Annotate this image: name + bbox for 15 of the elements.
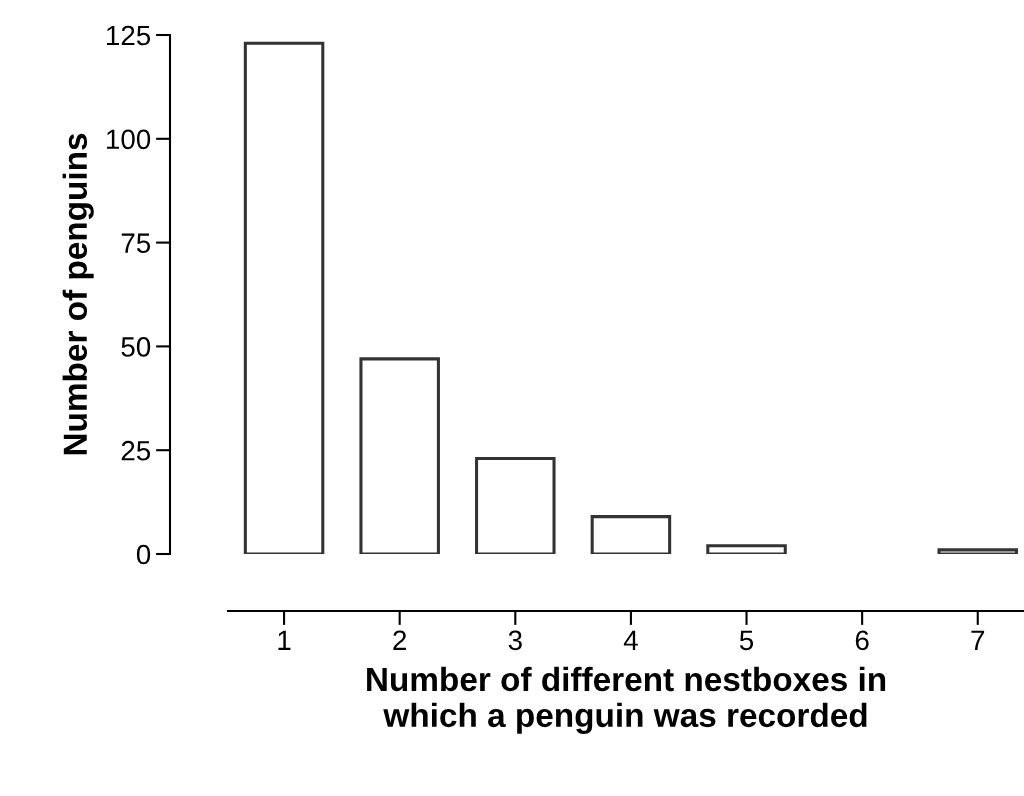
- y-tick-label: 50: [121, 337, 151, 357]
- y-tick-label: 0: [136, 544, 151, 565]
- y-tick-label: 75: [121, 233, 151, 253]
- x-tick-label: 2: [393, 630, 407, 650]
- x-tick-label: 1: [278, 630, 291, 650]
- x-axis-title: Number of different nestboxes in which a penguin was recorded: [367, 666, 886, 734]
- y-axis-title: Number of penguins: [62, 133, 94, 455]
- x-tick-label: 4: [623, 630, 638, 650]
- x-tick-label: 3: [508, 630, 522, 651]
- y-tick-label: 125: [107, 25, 151, 46]
- y-tick-label: 100: [107, 129, 151, 150]
- x-tick-label: 6: [855, 630, 869, 651]
- y-tick-label: 25: [121, 440, 151, 461]
- x-tick-label: 7: [971, 630, 985, 650]
- x-tick-label: 5: [739, 630, 754, 651]
